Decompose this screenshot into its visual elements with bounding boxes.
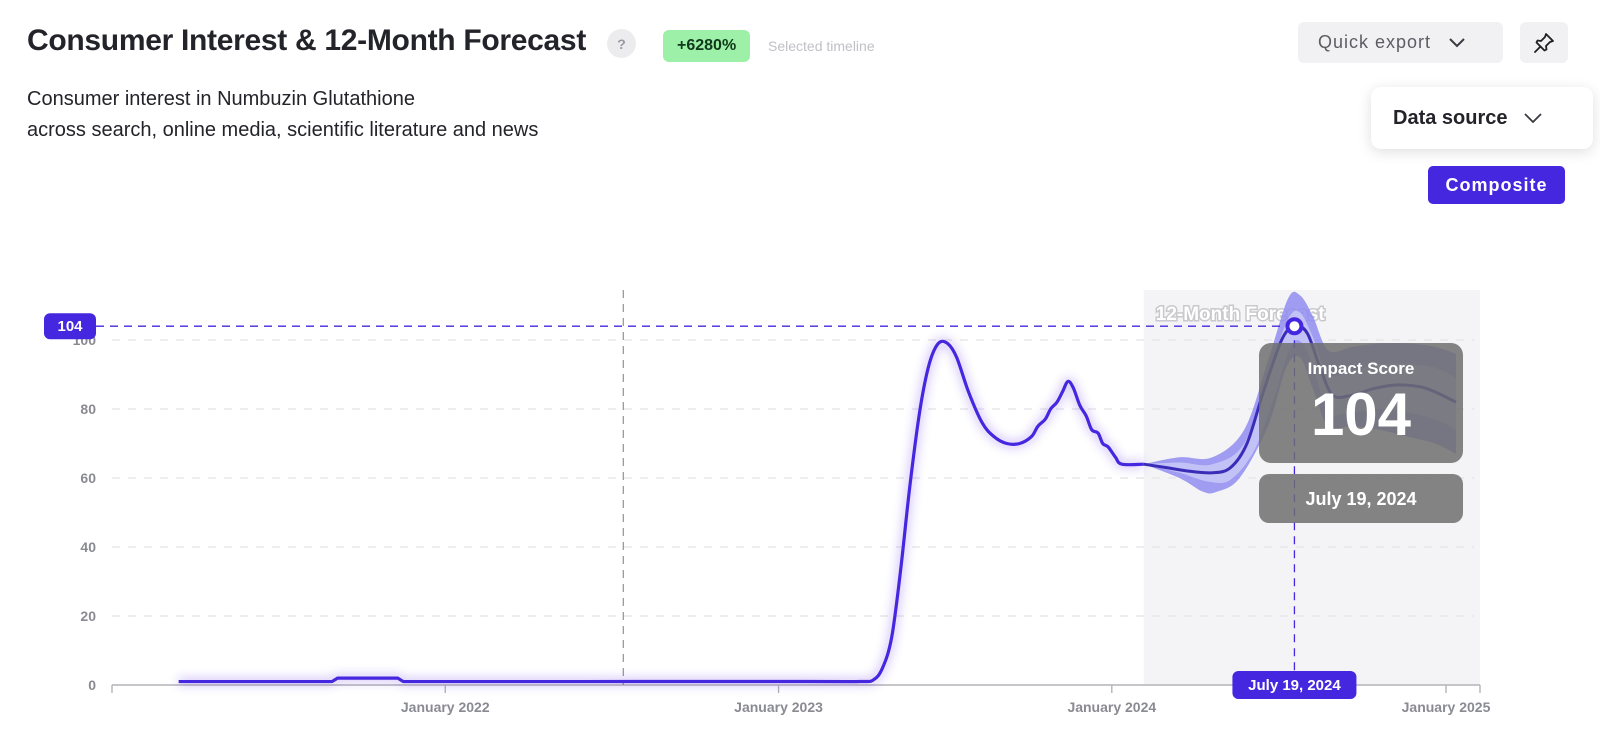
y-tick-label: 40 bbox=[80, 539, 96, 555]
change-badge: +6280% bbox=[663, 30, 751, 62]
history-line-glow bbox=[178, 337, 1144, 686]
quick-export-label: Quick export bbox=[1318, 32, 1432, 52]
help-icon[interactable]: ? bbox=[607, 29, 636, 58]
tooltip-date-card: July 19, 2024 bbox=[1259, 474, 1463, 523]
subtitle-line-1: Consumer interest in Numbuzin Glutathion… bbox=[27, 88, 415, 110]
subtitle-line-2: across search, online media, scientific … bbox=[27, 119, 539, 141]
data-source-label: Data source bbox=[1393, 106, 1508, 129]
crosshair-y-badge: 104 bbox=[44, 313, 96, 340]
timeline-label: Selected timeline bbox=[768, 38, 875, 54]
pin-button[interactable] bbox=[1520, 22, 1568, 63]
y-tick-label: 80 bbox=[80, 401, 96, 417]
tooltip-score-value: 104 bbox=[1311, 381, 1412, 448]
crosshair-y-label: 104 bbox=[57, 318, 83, 335]
y-tick-label: 20 bbox=[80, 608, 96, 624]
quick-export-button[interactable]: Quick export bbox=[1298, 22, 1503, 63]
y-tick-label: 0 bbox=[88, 677, 96, 693]
tooltip-score-label: Impact Score bbox=[1308, 359, 1415, 378]
x-tick-label: January 2022 bbox=[401, 699, 490, 715]
x-tick-label: January 2025 bbox=[1402, 699, 1491, 715]
chevron-down-icon bbox=[1523, 113, 1542, 123]
tooltip-score-card: Impact Score 104 bbox=[1259, 343, 1463, 463]
x-tick-label: January 2024 bbox=[1067, 699, 1156, 715]
grid-lines bbox=[112, 339, 1474, 617]
crosshair-x-label: July 19, 2024 bbox=[1248, 677, 1341, 694]
crosshair-point[interactable] bbox=[1285, 317, 1304, 336]
tooltip-date: July 19, 2024 bbox=[1305, 489, 1416, 509]
page-title: Consumer Interest & 12-Month Forecast bbox=[27, 24, 587, 57]
x-tick-label: January 2023 bbox=[734, 699, 823, 715]
pin-icon bbox=[1534, 32, 1554, 53]
composite-button[interactable]: Composite bbox=[1428, 166, 1565, 204]
chart-subtitle: Consumer interest in Numbuzin Glutathion… bbox=[27, 84, 538, 146]
data-source-dropdown[interactable]: Data source bbox=[1371, 87, 1593, 149]
crosshair-x-badge: July 19, 2024 bbox=[1232, 671, 1357, 699]
y-tick-label: 60 bbox=[80, 470, 96, 486]
history-line bbox=[178, 339, 1144, 684]
chevron-down-icon bbox=[1449, 37, 1465, 47]
